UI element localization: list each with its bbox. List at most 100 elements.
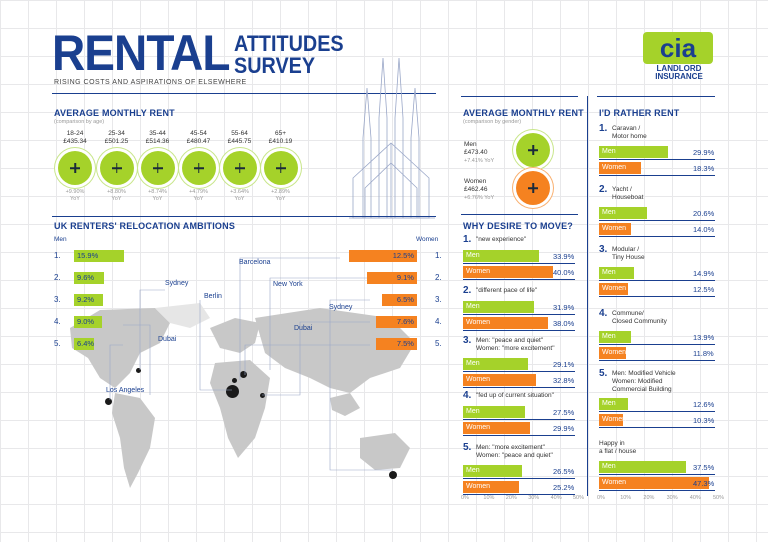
age-label: 35-44 bbox=[149, 130, 166, 137]
item-label: Modular / Tiny House bbox=[612, 246, 645, 262]
bar-value: 12.6% bbox=[693, 400, 715, 409]
bar-separator bbox=[599, 344, 715, 345]
plus-circle-icon bbox=[516, 171, 550, 205]
brand-logo-subtitle: LANDLORD INSURANCE bbox=[643, 65, 715, 81]
women-label: Women bbox=[416, 236, 439, 243]
item-label-line: "new experience" bbox=[476, 236, 527, 243]
axis-tick-label: 20% bbox=[505, 495, 517, 501]
bar-value-label: 6.5% bbox=[396, 295, 414, 304]
men-label: Men bbox=[464, 141, 477, 148]
women-circle bbox=[516, 166, 550, 209]
rent-value: £501.25 bbox=[104, 138, 129, 145]
rank-label: 2. bbox=[435, 273, 442, 282]
yoy-value: +8.74% bbox=[148, 189, 167, 195]
women-yoy: +6.76% YoY bbox=[464, 195, 495, 201]
bar-separator bbox=[599, 236, 715, 237]
bar-value-label: 7.6% bbox=[396, 317, 414, 326]
item-label-line: Tiny House bbox=[612, 254, 645, 261]
bar-value: 47.3% bbox=[693, 479, 715, 488]
item-label-line: Women: "peace and quiet" bbox=[476, 452, 553, 459]
axis-tick-label: 50% bbox=[713, 495, 725, 501]
rank-label: 1. bbox=[54, 251, 61, 260]
why-move-title: WHY DESIRE TO MOVE? bbox=[463, 221, 573, 231]
bar-men: Men bbox=[599, 267, 634, 279]
page-title: RENTAL bbox=[52, 25, 231, 81]
bar-value-label: 9.6% bbox=[77, 273, 95, 282]
age-column: 18-24 £435.34 +9.90% YoY bbox=[54, 130, 96, 203]
yoy-unit: YoY bbox=[234, 196, 245, 202]
item-number: 4. bbox=[599, 308, 608, 319]
plus-circle-icon bbox=[516, 133, 550, 167]
item-label-line: Men: "peace and quiet" bbox=[476, 337, 544, 344]
rank-label: 5. bbox=[54, 339, 61, 348]
men-rent: £473.40 bbox=[464, 149, 488, 156]
bar-men: Men bbox=[463, 406, 525, 418]
bar-women: Women bbox=[463, 374, 537, 386]
item-label-line: Yacht / bbox=[612, 186, 632, 193]
yoy-value: +2.89% bbox=[271, 189, 290, 195]
item-label-line: Men: "more excitement" bbox=[476, 444, 545, 451]
bar-women: Women bbox=[463, 266, 553, 278]
divider bbox=[52, 93, 436, 94]
relocation-bar-women: 6.5% bbox=[381, 294, 417, 306]
relocation-bar-men: 15.9% bbox=[74, 250, 124, 262]
city-label: Berlin bbox=[204, 293, 222, 300]
city-dot-los-angeles bbox=[105, 398, 112, 405]
city-label: New York bbox=[273, 281, 303, 288]
city-label: Barcelona bbox=[239, 259, 271, 266]
rent-by-gender-subtitle: (comparison by gender) bbox=[463, 119, 522, 125]
age-label: 25-34 bbox=[108, 130, 125, 137]
item-label: Men: "peace and quiet" Women: "more excit… bbox=[476, 337, 555, 353]
bar-value: 31.9% bbox=[553, 303, 575, 312]
rank-label: 4. bbox=[435, 317, 442, 326]
relocation-bar-men: 9.0% bbox=[74, 316, 103, 328]
bar-men: Men bbox=[599, 398, 629, 410]
plus-circle-icon bbox=[58, 151, 92, 185]
bar-separator bbox=[599, 411, 715, 412]
bar-men: Men bbox=[463, 301, 535, 313]
rank-label: 3. bbox=[435, 295, 442, 304]
bar-value: 12.5% bbox=[693, 285, 715, 294]
plus-circle-icon bbox=[181, 151, 216, 185]
bar-value: 29.1% bbox=[553, 360, 575, 369]
relocation-title: UK RENTERS' RELOCATION AMBITIONS bbox=[54, 221, 236, 231]
bar-women: Women bbox=[599, 283, 628, 295]
bar-separator bbox=[463, 279, 575, 280]
bar-separator bbox=[463, 330, 575, 331]
item-label-line: Women: Modified bbox=[612, 378, 663, 385]
brand-logo: cia bbox=[643, 32, 713, 64]
item-label-line: Women: "more excitement" bbox=[476, 345, 555, 352]
age-label: 65+ bbox=[274, 130, 287, 137]
yoy-value: +4.79% bbox=[189, 189, 208, 195]
women-label: Women bbox=[464, 178, 487, 185]
bar-women: Women bbox=[463, 317, 549, 329]
bar-value: 14.0% bbox=[693, 225, 715, 234]
item-number: 1. bbox=[599, 123, 608, 134]
rent-value: £514.36 bbox=[145, 138, 170, 145]
city-dot-sydney bbox=[389, 471, 397, 479]
bar-value: 18.3% bbox=[693, 164, 715, 173]
bar-value: 38.0% bbox=[553, 319, 575, 328]
item-label: Men: Modified Vehicle Women: Modified Comm… bbox=[612, 370, 676, 394]
bar-separator bbox=[463, 435, 575, 436]
age-label: 45-54 bbox=[190, 130, 207, 137]
bar-separator bbox=[599, 427, 715, 428]
yoy-value: +3.64% bbox=[230, 189, 249, 195]
city-dot-barcelona bbox=[232, 378, 237, 383]
rank-label: 4. bbox=[54, 317, 61, 326]
yoy-unit: YoY bbox=[152, 196, 163, 202]
bar-separator bbox=[463, 387, 575, 388]
bar-separator bbox=[463, 478, 575, 479]
age-column: 35-44 £514.36 +8.74% YoY bbox=[137, 130, 178, 203]
yoy-unit: YoY bbox=[275, 196, 286, 202]
yoy-value: +8.80% bbox=[107, 189, 126, 195]
item-label-line: Commercial Building bbox=[612, 386, 672, 393]
item-label: "fed up of current situation" bbox=[476, 392, 554, 400]
axis-tick-label: 30% bbox=[666, 495, 678, 501]
item-label-line: Houseboat bbox=[612, 194, 644, 201]
world-map bbox=[70, 303, 415, 488]
bar-separator bbox=[599, 280, 715, 281]
divider bbox=[461, 214, 578, 215]
bar-value-label: 9.1% bbox=[396, 273, 414, 282]
bar-value: 32.8% bbox=[553, 376, 575, 385]
